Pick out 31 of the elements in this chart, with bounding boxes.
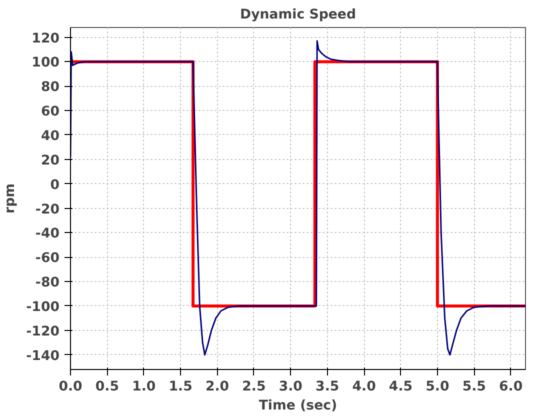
x-tick-label: 1.0: [132, 380, 156, 394]
y-tick-label: 60: [40, 104, 60, 120]
x-tick-label: 4.5: [388, 380, 413, 394]
x-tick-label: 5.0: [426, 380, 450, 394]
y-tick-label: 80: [40, 80, 60, 96]
y-axis-title: rpm: [3, 183, 18, 214]
y-tick-label: 20: [40, 153, 60, 168]
x-tick-label: 6.0: [499, 380, 523, 394]
x-tick-label: 2.5: [242, 380, 266, 394]
x-tick-label: 4.0: [352, 380, 376, 394]
x-tick-label: 5.5: [462, 380, 486, 394]
x-axis-title: Time (sec): [258, 398, 338, 414]
y-tick-label: 100: [32, 56, 60, 71]
x-tick-label: 1.5: [168, 380, 192, 394]
x-tick-label: 0.5: [95, 380, 120, 394]
y-tick-label: -60: [35, 251, 60, 266]
chart-title: Dynamic Speed: [240, 8, 356, 22]
x-tick-label: 3.0: [278, 380, 302, 394]
x-tick-label: 2.0: [205, 380, 230, 394]
y-tick-label: -140: [26, 348, 60, 364]
y-tick-label: -80: [35, 276, 60, 291]
y-tick-label: 0: [50, 178, 60, 193]
y-tick-label: 120: [32, 31, 60, 46]
y-tick-label: -20: [35, 202, 60, 218]
y-tick-label: -40: [35, 226, 60, 242]
y-tick-label: 40: [40, 128, 60, 144]
y-tick-label: -100: [26, 300, 60, 315]
x-tick-label: 3.5: [316, 380, 340, 394]
x-tick-label: 0.0: [58, 380, 82, 394]
y-tick-label: -120: [26, 324, 60, 340]
line-series: [70, 40, 526, 356]
